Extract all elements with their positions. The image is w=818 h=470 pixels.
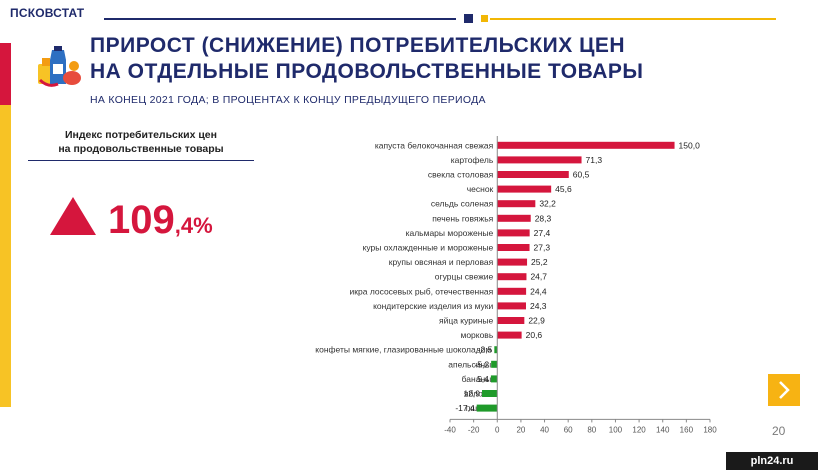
bar — [497, 171, 569, 178]
category-label: икра лососевых рыб, отечественная — [350, 286, 494, 296]
category-label: куры охлажденные и мороженые — [363, 243, 494, 253]
index-underline — [28, 160, 254, 161]
value-label: 28,3 — [535, 213, 552, 223]
value-label: 24,4 — [530, 286, 547, 296]
value-label: 25,2 — [531, 257, 548, 267]
category-label: крупы овсяная и перловая — [389, 257, 494, 267]
bar — [497, 156, 582, 164]
category-label: бананы — [462, 374, 492, 384]
bar — [490, 375, 498, 383]
category-labels: капуста белокочанная свежая картофель свек… — [315, 140, 494, 413]
value-label: 150,0 — [679, 140, 701, 150]
index-value-integer: 109 — [108, 198, 175, 242]
bar — [497, 244, 530, 251]
bar — [497, 331, 522, 339]
x-axis: -40 -20 0 20 40 60 80 100 120 140 160 180 — [444, 136, 717, 434]
category-label: чеснок — [467, 184, 494, 194]
value-label: -5,2 — [474, 359, 489, 369]
page-subtitle: НА КОНЕЦ 2021 ГОДА; В ПРОЦЕНТАХ К КОНЦУ … — [90, 94, 486, 106]
bar — [497, 273, 527, 281]
value-label: -17,4 — [455, 403, 475, 413]
value-label: 60,5 — [573, 170, 590, 180]
groceries-icon — [38, 46, 81, 87]
page-number: 20 — [772, 424, 786, 438]
value-labels: 150,0 71,3 60,545,6 32,2 28,3 27,4 27,3 25,2 24,… — [455, 140, 700, 413]
watermark: pln24.ru — [726, 452, 818, 470]
value-label: -2,5 — [478, 345, 493, 355]
category-label: капуста белокочанная свежая — [375, 140, 494, 150]
category-label: свекла столовая — [428, 170, 494, 180]
value-label: 32,2 — [539, 199, 556, 209]
page-title-line1: ПРИРОСТ (СНИЖЕНИЕ) ПОТРЕБИТЕЛЬСКИХ ЦЕН — [90, 34, 626, 57]
value-label: 22,9 — [528, 316, 545, 326]
header-square-yellow — [481, 15, 488, 22]
bar — [476, 404, 498, 412]
header-divider-yellow — [490, 18, 776, 20]
value-label: 45,6 — [555, 184, 572, 194]
x-tick-label: 0 — [495, 425, 500, 434]
left-accent-red — [0, 43, 11, 105]
category-label: яблоки — [464, 389, 492, 399]
value-label: 20,6 — [526, 330, 543, 340]
value-label: 71,3 — [586, 155, 603, 165]
bar — [497, 287, 527, 295]
category-label: кальмары мороженые — [406, 228, 494, 238]
value-label: 27,4 — [534, 228, 551, 238]
index-label-line1: Индекс потребительских цен — [64, 129, 217, 141]
header-divider-blue — [104, 18, 456, 20]
value-label: 27,3 — [534, 243, 551, 253]
value-label: 12,9 — [463, 389, 480, 399]
bar — [497, 185, 552, 193]
bar — [497, 200, 536, 208]
category-label: кондитерские изделия из муки — [373, 301, 493, 311]
value-label: 24,7 — [530, 272, 547, 282]
bar — [497, 214, 531, 222]
category-label: апельсины — [448, 359, 491, 369]
price-change-bar-chart: капуста белокочанная свежая картофель свек… — [315, 136, 717, 434]
x-tick-label: 180 — [703, 425, 717, 434]
x-tick-label: 140 — [656, 425, 670, 434]
index-label-line2: на продовольственные товары — [58, 143, 224, 155]
bar — [497, 258, 528, 266]
bar — [482, 390, 498, 397]
category-label: картофель — [451, 155, 494, 165]
chevron-right-icon — [779, 381, 790, 399]
value-label: 24,3 — [530, 301, 547, 311]
index-value: 109,4% — [108, 198, 213, 243]
x-tick-label: 160 — [680, 425, 694, 434]
next-slide-button[interactable] — [768, 374, 800, 406]
x-tick-label: 20 — [516, 425, 525, 434]
brand-name: ПСКОВСТАТ — [10, 6, 85, 20]
triangle-up-icon — [50, 197, 96, 235]
category-label: огурцы свежие — [435, 272, 494, 282]
x-tick-label: 60 — [564, 425, 573, 434]
x-tick-label: 100 — [609, 425, 623, 434]
bars — [476, 141, 675, 412]
category-label: конфеты мягкие, глазированные шоколадом — [315, 345, 491, 355]
value-label: 5,4 — [477, 374, 489, 384]
page-title-line2: НА ОТДЕЛЬНЫЕ ПРОДОВОЛЬСТВЕННЫЕ ТОВАРЫ — [90, 60, 644, 83]
bar — [497, 302, 526, 310]
index-value-fraction: ,4% — [174, 213, 213, 238]
bar — [497, 317, 525, 324]
bar — [497, 229, 530, 237]
bar — [491, 360, 498, 368]
category-label: морковь — [460, 330, 493, 340]
x-tick-label: 40 — [540, 425, 549, 434]
x-tick-label: -20 — [468, 425, 480, 434]
category-label: печень говяжья — [432, 213, 493, 223]
category-label: сельдь соленая — [431, 199, 494, 209]
category-label: яйца куриные — [439, 316, 494, 326]
x-tick-label: 120 — [632, 425, 646, 434]
bar — [494, 346, 498, 354]
x-tick-label: 80 — [587, 425, 596, 434]
header-square-blue — [464, 14, 473, 23]
bar — [497, 141, 675, 149]
x-tick-label: -40 — [444, 425, 456, 434]
left-accent-yellow — [0, 105, 11, 407]
